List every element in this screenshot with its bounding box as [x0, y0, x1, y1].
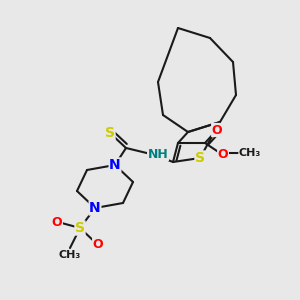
Text: O: O — [212, 124, 222, 136]
Text: O: O — [218, 148, 228, 161]
Text: O: O — [93, 238, 103, 250]
Text: N: N — [109, 158, 121, 172]
Text: N: N — [89, 201, 101, 215]
Text: NH: NH — [148, 148, 168, 160]
Text: S: S — [195, 151, 205, 165]
Text: O: O — [52, 215, 62, 229]
Text: S: S — [105, 126, 115, 140]
Text: CH₃: CH₃ — [239, 148, 261, 158]
Text: S: S — [75, 221, 85, 235]
Text: CH₃: CH₃ — [59, 250, 81, 260]
